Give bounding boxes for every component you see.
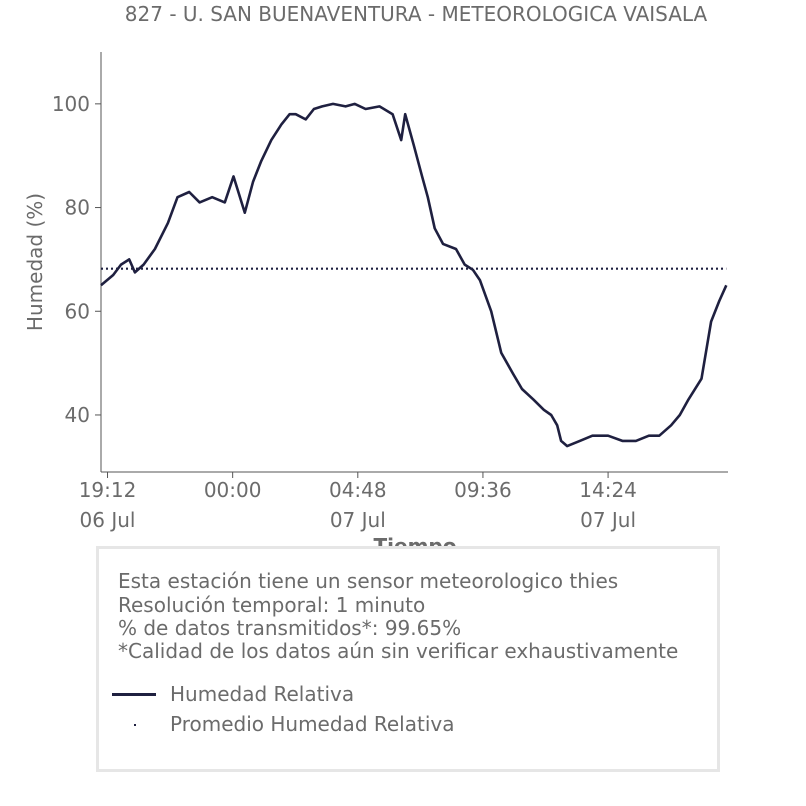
legend-label-humidity: Humedad Relativa (170, 682, 355, 706)
x-tick-label: 09:36 (454, 478, 512, 502)
info-transmitted-text: % de datos transmitidos*: 99.65% (118, 616, 462, 640)
y-tick-label: 60 (65, 299, 90, 323)
x-tick-label: 04:48 (329, 478, 387, 502)
y-tick-label: 100 (52, 92, 90, 116)
info-quality-note: *Calidad de los datos aún sin verificar … (118, 639, 679, 663)
x-tick-label: 00:00 (204, 478, 262, 502)
x-tick-label: 14:24 (579, 478, 637, 502)
y-tick-label: 80 (65, 196, 90, 220)
legend-label-mean: Promedio Humedad Relativa (170, 712, 455, 736)
series-layer (100, 102, 728, 448)
info-sensor-text: Esta estación tiene un sensor meteorolog… (118, 569, 619, 593)
y-tick-label: 40 (65, 403, 90, 427)
info-resolution-text: Resolución temporal: 1 minuto (118, 593, 426, 617)
x-axis-ticks: 19:12 06 Jul 00:00 04:48 07 Jul 09:36 14:24 07 … (79, 472, 637, 532)
x-tick-label: 19:12 (79, 478, 137, 502)
x-tick-date-label: 06 Jul (80, 508, 136, 532)
info-legend-box: Esta estación tiene un sensor meteorolog… (96, 546, 720, 772)
legend-line-swatch (112, 693, 156, 696)
x-tick-date-label: 07 Jul (330, 508, 386, 532)
x-tick-date-label: 07 Jul (580, 508, 636, 532)
legend-dot-swatch (134, 724, 136, 726)
humidity-series-line (100, 102, 728, 448)
y-axis-ticks: 40 60 80 100 (52, 92, 101, 427)
chart-title: 827 - U. SAN BUENAVENTURA - METEOROLOGIC… (125, 2, 708, 26)
y-axis-label: Humedad (%) (23, 193, 47, 331)
